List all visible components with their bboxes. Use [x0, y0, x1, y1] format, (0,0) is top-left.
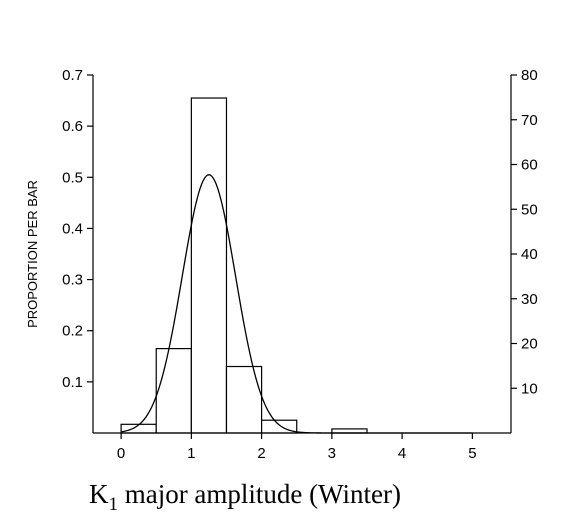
y2-tick-label: 40	[521, 246, 538, 263]
histogram-bars	[120, 97, 368, 434]
y2-tick-label: 70	[521, 112, 538, 129]
y2-tick-label: 30	[521, 291, 538, 308]
x-tick-label: 1	[187, 445, 195, 462]
x-axis-title-subscript: 1	[108, 494, 118, 515]
y2-tick-label: 80	[521, 67, 538, 84]
y2-tick-label: 10	[521, 380, 538, 397]
y-tick-label: 0.4	[62, 220, 83, 237]
y-ticks-right: 10 20 30 40 50 60 70 80	[511, 67, 538, 397]
y2-tick-label: 50	[521, 201, 538, 218]
histogram-bar	[155, 348, 192, 434]
x-ticks: 0 1 2 3 4 5	[117, 433, 477, 462]
y-tick-label: 0.2	[62, 323, 83, 340]
x-axis-title: K1 major amplitude (Winter)	[89, 479, 401, 515]
x-tick-label: 0	[117, 445, 125, 462]
y-tick-label: 0.5	[62, 169, 83, 186]
x-axis-title-rest: major amplitude (Winter)	[118, 479, 401, 509]
y-ticks-left: 0.1 0.2 0.3 0.4 0.5 0.6 0.7	[62, 67, 93, 391]
x-tick-label: 4	[398, 445, 406, 462]
x-tick-label: 5	[468, 445, 476, 462]
y-axis-title: PROPORTION PER BAR	[25, 180, 40, 328]
y-tick-label: 0.6	[62, 118, 83, 135]
y-tick-label: 0.7	[62, 67, 83, 84]
histogram-bar	[225, 365, 263, 434]
x-axis-title-prefix: K	[89, 479, 109, 509]
x-tick-label: 3	[328, 445, 336, 462]
y-tick-label: 0.3	[62, 272, 83, 289]
y2-tick-label: 60	[521, 157, 538, 174]
y2-tick-label: 20	[521, 336, 538, 353]
x-tick-label: 2	[257, 445, 265, 462]
y-tick-label: 0.1	[62, 374, 83, 391]
histogram-bar	[190, 97, 228, 434]
